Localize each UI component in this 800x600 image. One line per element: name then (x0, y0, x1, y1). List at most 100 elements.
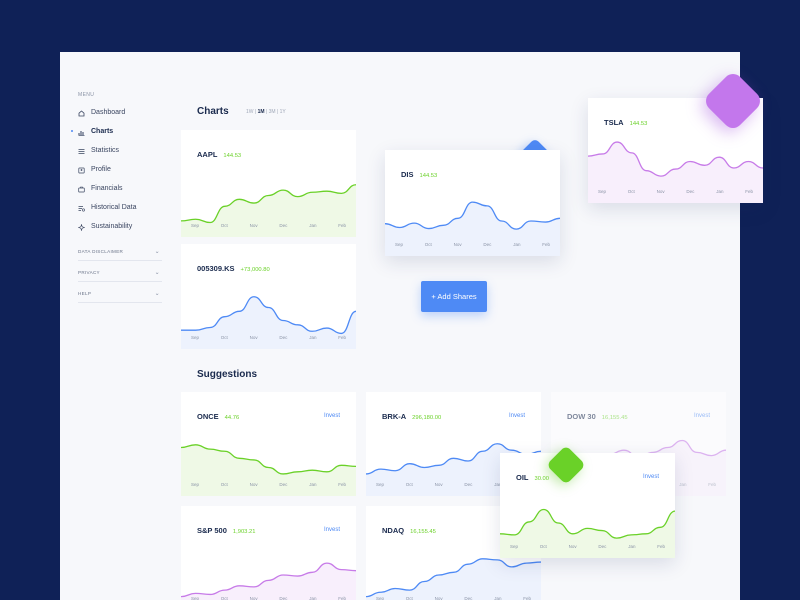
month-label: Dec (279, 223, 288, 228)
month-label: Sep (376, 482, 385, 487)
stock-symbol: S&P 500 1,903.21 (197, 526, 255, 535)
price-sparkline (588, 141, 763, 203)
invest-link[interactable]: Invest (693, 413, 710, 419)
month-label: Sep (598, 189, 607, 194)
month-label: Jan (716, 189, 724, 194)
month-label: Nov (568, 544, 577, 549)
menu-label: MENU (78, 92, 95, 98)
sidebar-item-label: Historical Data (91, 204, 137, 211)
month-axis: Sep Oct Nov Dec Jan Feb (181, 335, 356, 340)
month-label: Nov (434, 482, 443, 487)
stock-symbol: ONCE 44.76 (197, 412, 239, 421)
month-label: Feb (523, 596, 531, 600)
month-label: Oct (220, 482, 228, 487)
stock-name: 005309.KS (197, 264, 235, 273)
time-option-3m[interactable]: 3M (268, 109, 276, 115)
stock-card-aapl[interactable]: AAPL 144.53 Sep Oct Nov Dec Jan Feb (181, 130, 356, 237)
section-label: DATA DISCLAIMER (78, 249, 124, 254)
stock-card-sp[interactable]: S&P 500 1,903.21 Invest Sep Oct Nov Dec Jan Feb (181, 506, 356, 600)
time-option-1w[interactable]: 1W (246, 109, 254, 115)
sparkline-line (181, 444, 356, 475)
sidebar-item-label: Statistics (91, 147, 120, 154)
sparkline-line (181, 562, 356, 598)
stock-card-tsla[interactable]: TSLA 144.53 Sep Oct Nov Dec Jan Feb (588, 98, 763, 203)
sidebar-item-dashboard[interactable]: Dashboard (78, 109, 125, 116)
sidebar-item-historical-data[interactable]: Historical Data (78, 204, 137, 212)
sparkline-line (366, 443, 541, 475)
month-label: Dec (464, 482, 473, 487)
month-label: Jan (309, 335, 317, 340)
sparkline-area (366, 558, 541, 600)
section-label: HELP (78, 291, 92, 296)
user-icon (78, 167, 85, 173)
invest-link[interactable]: Invest (323, 527, 340, 533)
month-label: Feb (745, 189, 753, 194)
sidebar-item-profile[interactable]: Profile (78, 166, 111, 173)
stock-symbol: AAPL 144.53 (197, 150, 241, 159)
section-label: PRIVACY (78, 270, 100, 275)
price-sparkline (181, 296, 356, 349)
month-label: Jan (628, 544, 636, 549)
month-axis: Sep Oct Nov Dec Jan Feb (366, 596, 541, 600)
sparkle-icon (77, 222, 86, 232)
stock-card-once[interactable]: ONCE 44.76 Invest Sep Oct Nov Dec Jan Feb (181, 392, 356, 496)
sparkline-line (385, 201, 560, 230)
suggestions-title: Suggestions (197, 369, 258, 380)
price-sparkline (366, 443, 541, 496)
month-label: Dec (279, 335, 288, 340)
invest-link[interactable]: Invest (508, 413, 525, 419)
month-label: Feb (338, 596, 346, 600)
month-label: Sep (191, 223, 200, 228)
sparkline-area (181, 184, 356, 237)
time-option-1y[interactable]: 1Y (279, 109, 286, 115)
time-option-1m[interactable]: 1M (257, 109, 265, 115)
month-label: Oct (220, 335, 228, 340)
sparkline-area (366, 443, 541, 496)
sidebar-item-financials[interactable]: Financials (78, 185, 123, 192)
stock-price: 1,903.21 (232, 529, 256, 535)
stock-symbol: DOW 30 16,155.45 (567, 412, 628, 421)
sidebar-item-sustainability[interactable]: Sustainability (77, 222, 132, 232)
stock-card-dis[interactable]: DIS 144.53 Sep Oct Nov Dec Jan Feb (385, 150, 560, 256)
month-label: Feb (542, 242, 550, 247)
month-label: Dec (483, 242, 492, 247)
stock-name: TSLA (604, 118, 624, 127)
stock-symbol: BRK-A 296,180.00 (382, 412, 441, 421)
stock-symbol: DIS 144.53 (401, 170, 437, 179)
sidebar-item-label: Financials (91, 185, 123, 192)
sidebar-item-label: Charts (91, 128, 114, 135)
month-label: Sep (395, 242, 404, 247)
briefcase-icon (78, 186, 85, 192)
month-label: Sep (376, 596, 385, 600)
price-sparkline (181, 184, 356, 237)
invest-link[interactable]: Invest (323, 413, 340, 419)
month-label: Nov (434, 596, 443, 600)
sparkline-line (181, 184, 356, 224)
invest-link[interactable]: Invest (642, 474, 659, 480)
stock-name: OIL (516, 473, 529, 482)
month-label: Oct (405, 482, 413, 487)
section-help[interactable]: HELP ⌄ (78, 291, 162, 303)
stock-symbol: OIL 30.00 (516, 473, 549, 482)
month-label: Dec (598, 544, 607, 549)
chevron-down-icon: ⌄ (154, 291, 160, 297)
stock-price: 296,180.00 (412, 415, 442, 421)
charts-title: Charts (197, 106, 229, 117)
month-label: Jan (513, 242, 521, 247)
month-axis: Sep Oct Nov Dec Jan Feb (181, 596, 356, 600)
month-label: Oct (539, 544, 547, 549)
month-label: Nov (249, 335, 258, 340)
month-axis: Sep Oct Nov Dec Jan Feb (588, 189, 763, 194)
sidebar-item-label: Dashboard (91, 109, 126, 116)
add-shares-button[interactable]: + Add Shares (421, 281, 487, 312)
stock-card-oil[interactable]: OIL 30.00 Invest Sep Oct Nov Dec Jan Feb (500, 453, 675, 558)
stock-price: 144.53 (629, 121, 648, 127)
sidebar-item-statistics[interactable]: Statistics (78, 147, 119, 154)
section-data-disclaimer[interactable]: DATA DISCLAIMER ⌄ (78, 249, 162, 261)
section-privacy[interactable]: PRIVACY ⌄ (78, 270, 162, 282)
sidebar-item-charts[interactable]: Charts (71, 128, 114, 136)
month-label: Oct (627, 189, 635, 194)
month-label: Nov (249, 596, 258, 600)
stock-card-ks[interactable]: 005309.KS +73,000.80 Sep Oct Nov Dec Jan Feb (181, 244, 356, 349)
price-sparkline (366, 558, 541, 600)
